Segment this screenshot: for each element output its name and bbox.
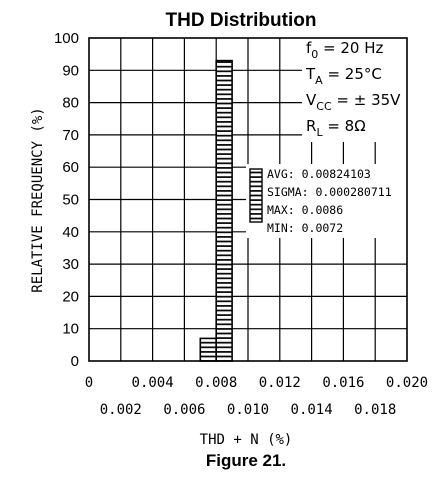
stat-max: MAX: 0.0086	[267, 203, 343, 217]
x-tick-label: 0.002	[100, 402, 142, 418]
stat-sigma: SIGMA: 0.000280711	[267, 185, 392, 199]
y-tick-label: 40	[62, 224, 79, 241]
condition-ta: TA = 25°C	[305, 65, 382, 87]
stat-min: MIN: 0.0072	[267, 221, 343, 235]
y-tick-label: 30	[62, 256, 79, 273]
x-tick-labels: 0 0.004 0.008 0.012 0.016 0.020 0.002 0.006 0.01…	[85, 375, 428, 418]
x-tick-label: 0.012	[259, 375, 301, 391]
x-tick-label: 0	[85, 375, 93, 391]
x-tick-label: 0.004	[132, 375, 174, 391]
y-tick-label: 80	[62, 95, 79, 112]
y-tick-labels: 0 10 20 30 40 50 60 70 80 90 100	[54, 30, 79, 370]
stats-legend-background	[246, 164, 410, 238]
stats-legend-swatch	[249, 168, 263, 223]
condition-vcc: VCC = ± 35V	[306, 91, 401, 113]
histogram-bars	[199, 59, 233, 362]
y-axis-label: RELATIVE FREQUENCY (%)	[30, 107, 46, 292]
y-tick-label: 50	[62, 192, 79, 209]
histogram-bar	[215, 59, 233, 362]
y-tick-label: 60	[62, 159, 79, 176]
y-tick-label: 70	[62, 127, 79, 144]
conditions-legend-background	[302, 38, 407, 142]
x-tick-label: 0.020	[386, 375, 428, 391]
x-tick-label: 0.010	[227, 402, 269, 418]
y-tick-label: 20	[62, 288, 79, 305]
stats-legend: AVG: 0.00824103 SIGMA: 0.000280711 MAX: …	[246, 164, 410, 238]
condition-rl: RL = 8Ω	[306, 117, 366, 139]
plot-frame	[88, 37, 408, 362]
x-tick-label: 0.016	[322, 375, 364, 391]
x-tick-label: 0.018	[354, 402, 396, 418]
x-tick-label: 0.014	[291, 402, 333, 418]
conditions-legend: f0 = 20 Hz TA = 25°C VCC = ± 35V RL = 8Ω	[302, 38, 407, 142]
chart-title: THD Distribution	[166, 10, 317, 31]
histogram-bar	[199, 337, 218, 362]
y-tick-label: 90	[62, 62, 79, 79]
stat-avg: AVG: 0.00824103	[267, 167, 371, 181]
x-tick-label: 0.006	[163, 402, 205, 418]
x-tick-label: 0.008	[195, 375, 237, 391]
x-axis-label: THD + N (%)	[200, 432, 293, 448]
y-tick-label: 100	[54, 30, 79, 47]
condition-f0: f0 = 20 Hz	[306, 39, 384, 61]
figure-caption: Figure 21.	[206, 451, 286, 470]
y-tick-label: 10	[62, 321, 79, 338]
y-tick-label: 0	[71, 353, 79, 370]
